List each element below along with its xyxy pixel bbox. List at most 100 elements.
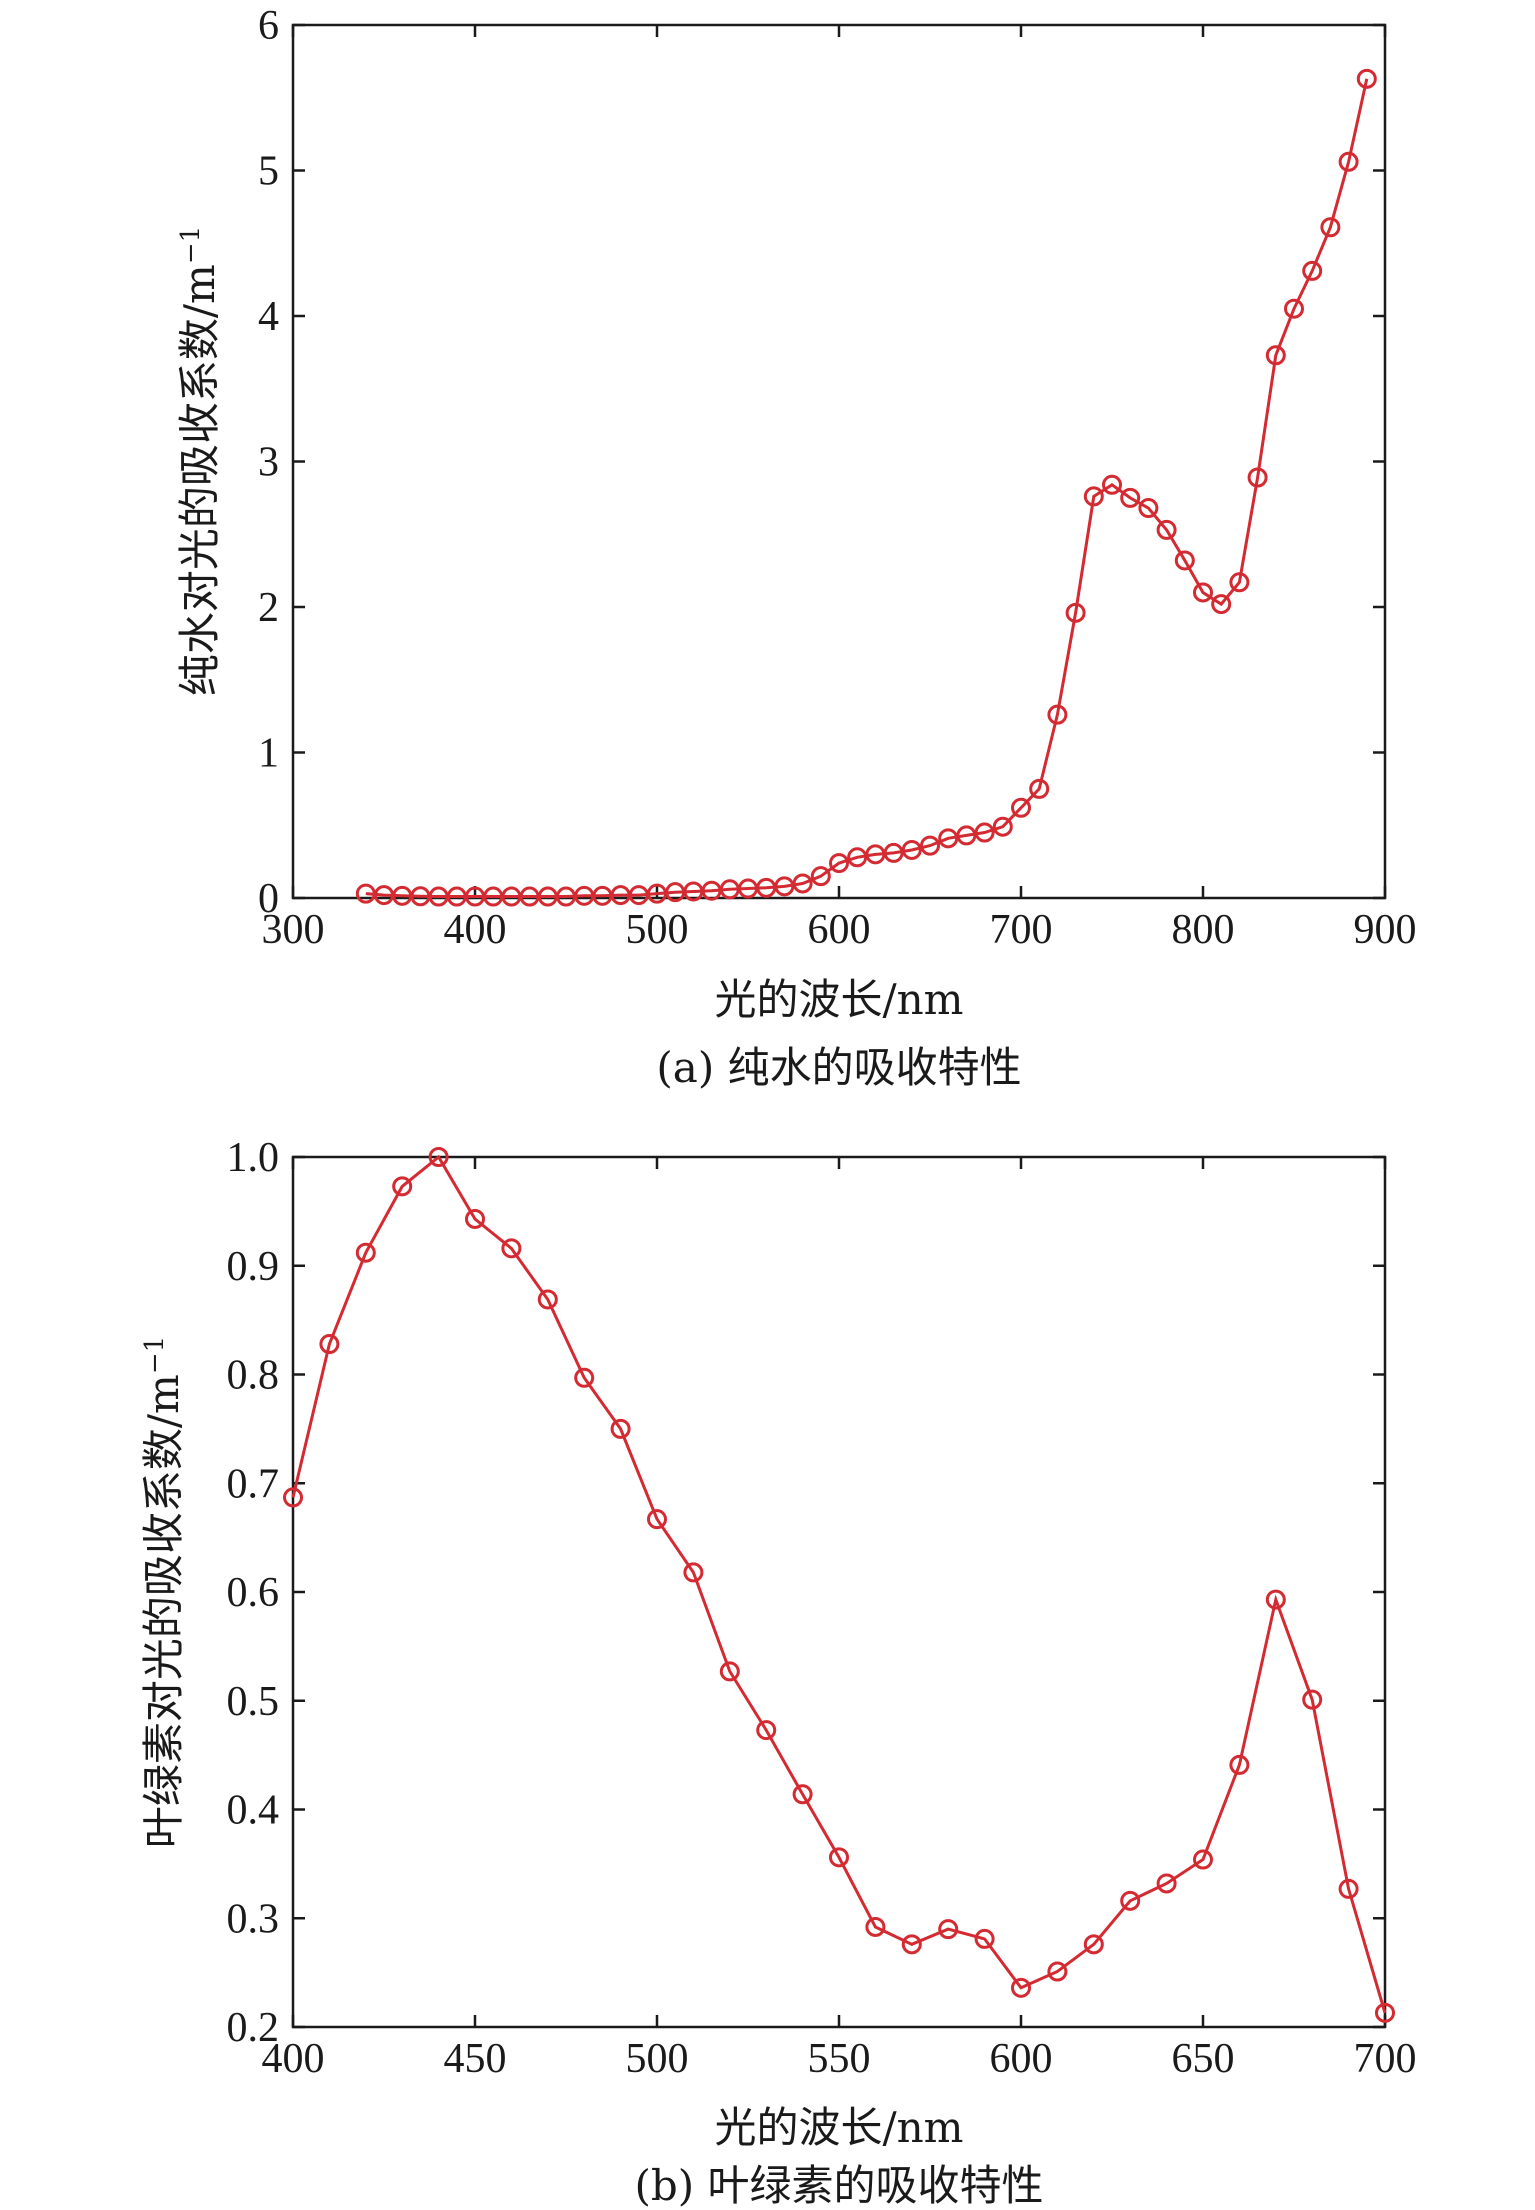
data-point xyxy=(847,847,868,868)
chart-panel-b: 400 450 500 550 600 650 700 0.2 0.3 0.4 0.5 0.6 0.7… xyxy=(139,1135,1417,2210)
y-tick-label: 0.3 xyxy=(227,1896,280,1942)
x-tick-label: 550 xyxy=(808,2036,871,2082)
x-tick-labels-b: 400 450 500 550 600 650 700 xyxy=(262,2036,1417,2082)
y-tick-labels-b: 0.2 0.3 0.4 0.5 0.6 0.7 0.8 0.9 1.0 xyxy=(227,1135,280,2051)
data-point xyxy=(1047,1961,1068,1982)
data-point xyxy=(756,1720,777,1741)
tick-marks-b xyxy=(291,1155,1387,2029)
data-point xyxy=(428,1147,449,1167)
y-axis-label-text-b: 叶绿素对光的吸收系数/m xyxy=(139,1374,188,1848)
x-tick-label: 800 xyxy=(1172,907,1235,953)
y-tick-label: 5 xyxy=(258,149,279,195)
data-point xyxy=(683,1562,704,1583)
data-point xyxy=(1338,151,1359,172)
data-point xyxy=(1247,467,1268,488)
data-point xyxy=(792,873,813,894)
data-point xyxy=(1011,1977,1031,1998)
x-axis-label-b: 光的波长/nm xyxy=(714,2103,963,2152)
data-point xyxy=(974,822,995,843)
data-point xyxy=(920,835,940,856)
data-point xyxy=(1156,519,1177,540)
data-point xyxy=(537,1289,558,1310)
data-point xyxy=(938,1919,959,1940)
x-tick-label: 500 xyxy=(626,907,689,953)
data-point xyxy=(1011,797,1031,818)
tick-marks-a xyxy=(291,23,1387,900)
data-point xyxy=(974,1928,995,1949)
x-tick-label: 700 xyxy=(1354,2036,1417,2082)
data-point xyxy=(865,1916,886,1937)
data-point xyxy=(501,1238,522,1259)
data-point xyxy=(883,842,904,863)
data-point xyxy=(774,876,795,897)
data-point xyxy=(1102,474,1122,495)
data-point xyxy=(719,1661,740,1682)
data-point xyxy=(1047,704,1068,725)
data-point xyxy=(1065,602,1086,623)
y-axis-label-unit-exponent-b: −1 xyxy=(140,1336,170,1374)
x-tick-label: 450 xyxy=(444,2036,507,2082)
series-line-a xyxy=(365,78,1369,898)
data-point xyxy=(355,1242,376,1263)
plot-frame-a xyxy=(291,23,1387,900)
data-point xyxy=(1229,572,1250,593)
x-tick-label: 650 xyxy=(1172,2036,1235,2082)
y-tick-label: 6 xyxy=(258,3,279,49)
data-point xyxy=(392,1176,413,1197)
y-tick-labels-a: 0 1 2 3 4 5 6 xyxy=(258,3,279,922)
x-tick-labels-a: 300 400 500 600 700 800 900 xyxy=(262,907,1417,953)
x-axis-label-a: 光的波长/nm xyxy=(714,975,963,1024)
y-tick-label: 4 xyxy=(258,294,279,340)
y-axis-label-unit-exponent-a: −1 xyxy=(176,226,206,264)
data-point xyxy=(956,825,977,846)
data-point xyxy=(1284,298,1304,319)
y-tick-label: 2 xyxy=(258,585,279,631)
data-point xyxy=(1193,582,1213,603)
y-axis-label-a: 纯水对光的吸收系数/m−1 xyxy=(175,226,224,696)
data-point xyxy=(574,1367,595,1388)
data-point xyxy=(319,1334,340,1355)
data-points-b xyxy=(283,1147,1395,2023)
data-point xyxy=(1375,2002,1395,2023)
data-point xyxy=(1156,1873,1177,1894)
data-point xyxy=(1302,260,1323,281)
y-tick-label: 0.5 xyxy=(227,1679,280,1725)
data-point xyxy=(1211,594,1232,615)
data-point xyxy=(610,1418,631,1439)
x-tick-label: 700 xyxy=(990,907,1053,953)
data-point xyxy=(1083,1934,1104,1955)
series-line-b xyxy=(291,1154,1387,2014)
data-points-a xyxy=(355,68,1377,907)
y-tick-label: 1.0 xyxy=(227,1135,280,1181)
y-tick-label: 0.7 xyxy=(227,1461,280,1507)
data-point xyxy=(283,1487,303,1508)
x-tick-label: 600 xyxy=(808,907,871,953)
data-point xyxy=(810,866,831,887)
data-point xyxy=(1138,498,1159,519)
data-point xyxy=(1193,1849,1213,1870)
x-tick-label: 300 xyxy=(262,907,325,953)
chart-panel-a: 300 400 500 600 700 800 900 0 1 2 3 4 5 6 光的波长/nm 纯水… xyxy=(175,3,1417,1092)
data-point xyxy=(1356,68,1377,89)
y-tick-label: 0.8 xyxy=(227,1353,280,1399)
y-axis-label-text-a: 纯水对光的吸收系数/m xyxy=(175,264,224,696)
y-tick-label: 3 xyxy=(258,440,279,486)
data-point xyxy=(1229,1754,1250,1775)
y-tick-label: 0.4 xyxy=(227,1788,280,1834)
data-point xyxy=(1120,1890,1141,1911)
x-tick-label: 400 xyxy=(444,907,507,953)
data-point xyxy=(1338,1878,1359,1899)
data-point xyxy=(901,839,922,860)
x-tick-label: 500 xyxy=(626,2036,689,2082)
y-tick-label: 0.9 xyxy=(227,1244,280,1290)
y-tick-label: 0.6 xyxy=(227,1570,280,1616)
x-tick-label: 400 xyxy=(262,2036,325,2082)
data-point xyxy=(792,1784,813,1805)
data-point xyxy=(1320,217,1341,238)
data-point xyxy=(992,816,1013,837)
caption-b: (b) 叶绿素的吸收特性 xyxy=(634,2161,1043,2210)
data-point xyxy=(901,1934,922,1955)
data-point xyxy=(829,1847,849,1868)
y-axis-label-b: 叶绿素对光的吸收系数/m−1 xyxy=(139,1336,188,1848)
